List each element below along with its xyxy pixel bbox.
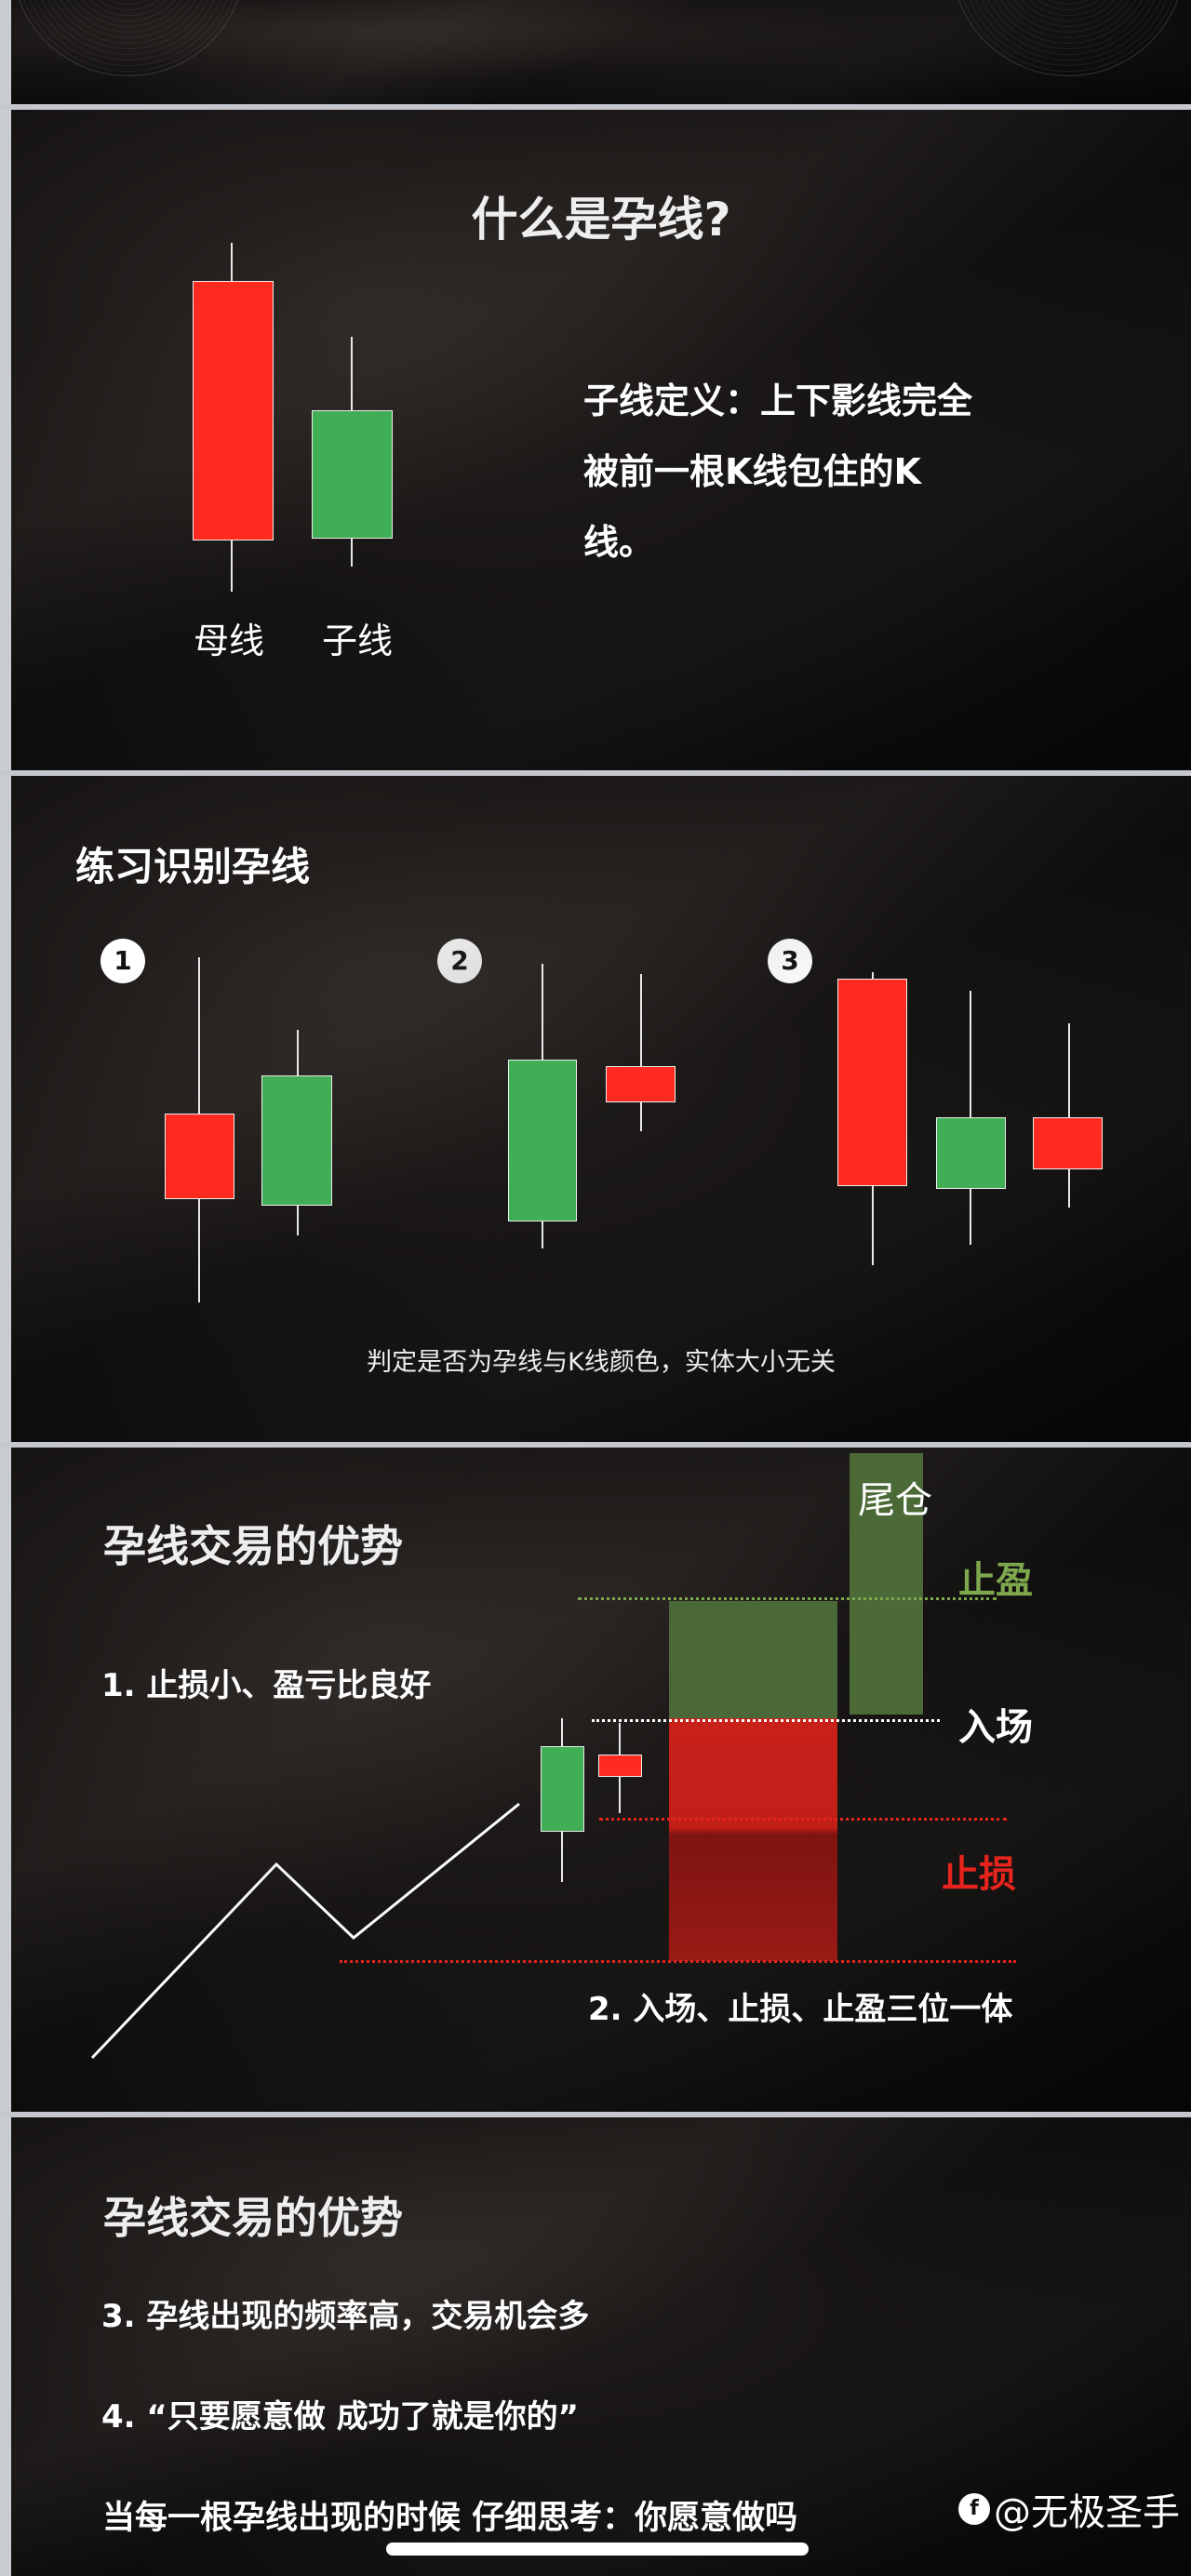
- slide-title: 孕线交易的优势: [103, 1521, 403, 1571]
- slide-divider: [0, 770, 1191, 776]
- candle-body-green: [508, 1060, 577, 1221]
- subtitle: 当每一根孕线出现的时候 仔细思考：你愿意做吗: [102, 2500, 798, 2537]
- marker-1: 1: [100, 939, 145, 983]
- mother-label: 母线: [194, 621, 265, 661]
- stop-loss-label: 止损: [942, 1853, 1016, 1896]
- slide-title: 什么是孕线?: [471, 193, 731, 247]
- slide-practice: 练习识别孕线 1 2 3 判定是否为孕线与K线颜色，实体大小无关: [11, 776, 1191, 1442]
- slide-advantages-2: 孕线交易的优势 3. 孕线出现的频率高，交易机会多 4. “只要愿意做 成功了就…: [11, 2117, 1191, 2576]
- slide-divider: [0, 1442, 1191, 1448]
- caption: 判定是否为孕线与K线颜色，实体大小无关: [367, 1348, 836, 1377]
- watermark-text: @无极圣手: [994, 2491, 1180, 2534]
- point-3: 3. 孕线出现的频率高，交易机会多: [101, 2298, 590, 2335]
- entry-line: [592, 1719, 940, 1722]
- stop-loss-zone: [669, 1718, 837, 1961]
- watermark: f @无极圣手: [958, 2482, 1180, 2536]
- slide-divider: [0, 104, 1191, 110]
- take-profit-label: 止盈: [958, 1559, 1033, 1602]
- price-zigzag-line: [90, 1802, 520, 2060]
- marker-3: 3: [768, 939, 812, 983]
- tail-position-bar: [850, 1453, 923, 1715]
- candle-body-red: [165, 1114, 234, 1199]
- definition-line-3: 线。: [583, 522, 655, 563]
- take-profit-line: [578, 1597, 997, 1600]
- watermark-logo-icon: f: [958, 2493, 990, 2525]
- mother-candle-body: [193, 281, 274, 541]
- candle-body-green: [541, 1746, 584, 1832]
- lower-stop-line: [340, 1960, 1016, 1963]
- point-4: 4. “只要愿意做 成功了就是你的”: [101, 2398, 579, 2436]
- marker-2: 2: [437, 939, 482, 983]
- candle-body-green: [936, 1117, 1006, 1189]
- slide-top-fragment: [11, 0, 1191, 104]
- point-2: 2. 入场、止损、止盈三位一体: [588, 1991, 1013, 2028]
- zigzag-line: [90, 1802, 520, 2060]
- mesh-decoration: [951, 0, 1185, 76]
- stop-loss-line: [599, 1818, 1007, 1821]
- candle-wick: [640, 974, 642, 1131]
- slide-advantages-1: 孕线交易的优势 1. 止损小、盈亏比良好 尾仓 止盈 入场 止损 2. 入场、止…: [11, 1448, 1191, 2112]
- child-candle-body: [312, 410, 393, 539]
- candle-wick: [1068, 1023, 1070, 1208]
- slide-divider: [0, 2112, 1191, 2117]
- candle-body-red: [1033, 1117, 1103, 1169]
- definition-line-1: 子线定义：上下影线完全: [583, 380, 973, 421]
- child-label: 子线: [322, 621, 394, 661]
- candle-body-red: [837, 979, 907, 1186]
- slide-title: 孕线交易的优势: [103, 2193, 403, 2243]
- tail-label: 尾仓: [858, 1479, 932, 1522]
- home-indicator[interactable]: [386, 2543, 809, 2556]
- mesh-decoration: [11, 0, 246, 76]
- take-profit-zone: [669, 1601, 837, 1718]
- candle-body-red: [606, 1066, 676, 1102]
- candle-body-green: [261, 1075, 332, 1206]
- slide-title: 练习识别孕线: [75, 844, 311, 889]
- candle-body-red: [598, 1755, 642, 1777]
- slide-what-is-inside-bar: 什么是孕线? 母线 子线 子线定义：上下影线完全 被前一根K线包住的K 线。: [11, 110, 1191, 770]
- left-edge-strip: [0, 0, 11, 2576]
- point-1: 1. 止损小、盈亏比良好: [101, 1667, 432, 1704]
- entry-label: 入场: [958, 1706, 1033, 1749]
- definition-line-2: 被前一根K线包住的K: [583, 451, 921, 492]
